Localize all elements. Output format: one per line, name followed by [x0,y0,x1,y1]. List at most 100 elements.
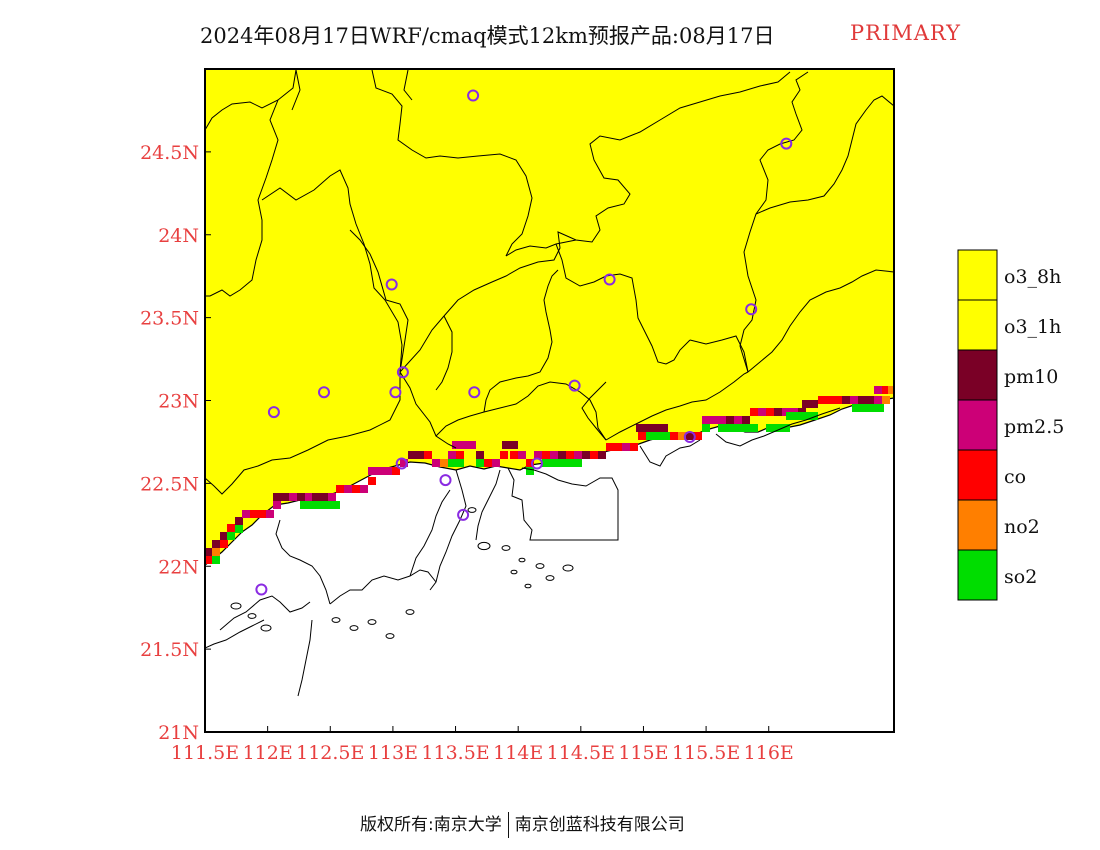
island-outline [405,609,415,615]
pollutant-cell-pm2.5 [305,493,313,501]
pollutant-cell-co [834,396,842,404]
admin-boundary-line [349,229,387,301]
pollutant-cell-co [500,451,508,459]
coastline-segment [715,407,841,447]
pollutant-cell-co [352,485,360,493]
island-outline [562,564,574,572]
admin-boundary-line [505,239,577,257]
island-outline [230,602,242,610]
pollutant-cell-pm10 [220,532,228,540]
pollutant-cell-pm2.5 [492,459,500,467]
copyright-footer: 版权所有:南京大学 南京创蓝科技有限公司 [360,810,685,838]
pollutant-cell-pm2.5 [452,441,460,449]
station-marker [531,457,543,470]
pollutant-cell-pm2.5 [289,493,297,501]
island-outline [477,541,491,551]
pollutant-cell-pm2.5 [874,396,882,404]
pollutant-cell-co [670,432,678,440]
pollutant-cell-pm2.5 [702,416,710,424]
island-outline [367,619,377,625]
pollutant-cell-so2 [646,432,670,440]
island-outline [260,624,272,632]
island-outline [535,563,545,569]
pollutant-cell-co [456,451,464,459]
pollutant-cell-so2 [542,459,582,467]
pollutant-cell-pm10 [636,424,644,432]
legend-swatch [957,449,998,501]
pollutant-cell-no2 [888,386,894,394]
pollutant-cell-so2 [852,404,884,412]
station-marker [467,89,480,102]
x-tick-label: 112E [243,742,293,764]
station-marker [780,137,793,150]
pollutant-cell-pm2.5 [368,467,376,475]
pollutant-cell-pm2.5 [344,485,352,493]
coastline-segment [275,519,331,605]
pollutant-cell-pm10 [858,396,866,404]
x-tick-label: 116E [744,742,794,764]
y-tick-label: 21N [158,722,199,744]
pollutant-cell-pm2.5 [432,459,440,467]
pollutant-cell-so2 [476,459,484,467]
pollutant-cell-co [250,510,258,518]
pollutant-cell-so2 [227,532,235,540]
pollutant-cell-pm10 [416,451,424,459]
admin-boundary-line [483,269,559,413]
pollutant-cell-co [220,540,228,548]
pollutant-cell-co [606,443,614,451]
admin-boundary-line [435,381,607,441]
coastline-segment [639,439,701,467]
pollutant-cell-co [227,524,235,532]
pollutant-cell-so2 [702,424,710,432]
pollutant-cell-pm2.5 [242,510,250,518]
admin-boundary-line [689,335,749,373]
admin-boundaries [205,69,894,495]
pollutant-cell-co [882,386,890,394]
x-tick-label: 111.5E [171,742,239,764]
pollutant-cell-pm10 [842,396,850,404]
pollutant-cell-co [766,408,774,416]
x-axis-ticks: 111.5E 112E 112.5E 113E 113.5E 114E 114.5E 115E… [171,726,794,764]
station-marker [385,278,398,291]
x-tick-label: 114E [493,742,543,764]
station-marker [468,386,481,399]
pollutant-cell-pm2.5 [360,485,368,493]
admin-boundary-line [205,372,401,495]
island-outline [467,507,477,513]
station-marker [395,457,408,470]
pollutant-cell-so2 [718,424,758,432]
island-outline [545,575,555,581]
pollutant-cell-pm2.5 [734,416,742,424]
pollutant-cell-pm10 [660,424,668,432]
pollutant-cell-so2 [300,501,340,509]
coastline-segment [297,619,313,697]
admin-boundary-line [205,99,279,297]
coastline-segment [409,489,451,577]
island-outline [349,625,359,631]
pollutant-cell-no2 [882,396,890,404]
coastline-segment [219,595,311,631]
pollutant-cell-pm10 [652,424,660,432]
pollutant-cell-pm10 [686,432,694,440]
station-marker [439,474,452,487]
pollutant-cell-co [614,443,622,451]
pollutant-cell-co [484,459,492,467]
y-tick-label: 22.5N [140,473,199,495]
island-outline [501,545,511,551]
admin-boundary-line [403,69,413,101]
legend-label: o3_1h [1004,316,1061,338]
x-tick-label: 115.5E [672,742,740,764]
pollutant-cell-pm10 [235,517,243,525]
pollutant-cell-co [590,451,598,459]
x-tick-label: 113.5E [421,742,489,764]
pollutant-cell-pm2.5 [622,443,630,451]
admin-boundary-line [399,71,791,373]
station-marker [745,303,758,316]
pollutant-cell-pm10 [644,424,652,432]
station-marker [457,508,470,521]
pollutant-cell-so2 [786,412,818,420]
map-plot-area [205,69,894,732]
pollutant-cell-pm10 [205,548,213,556]
